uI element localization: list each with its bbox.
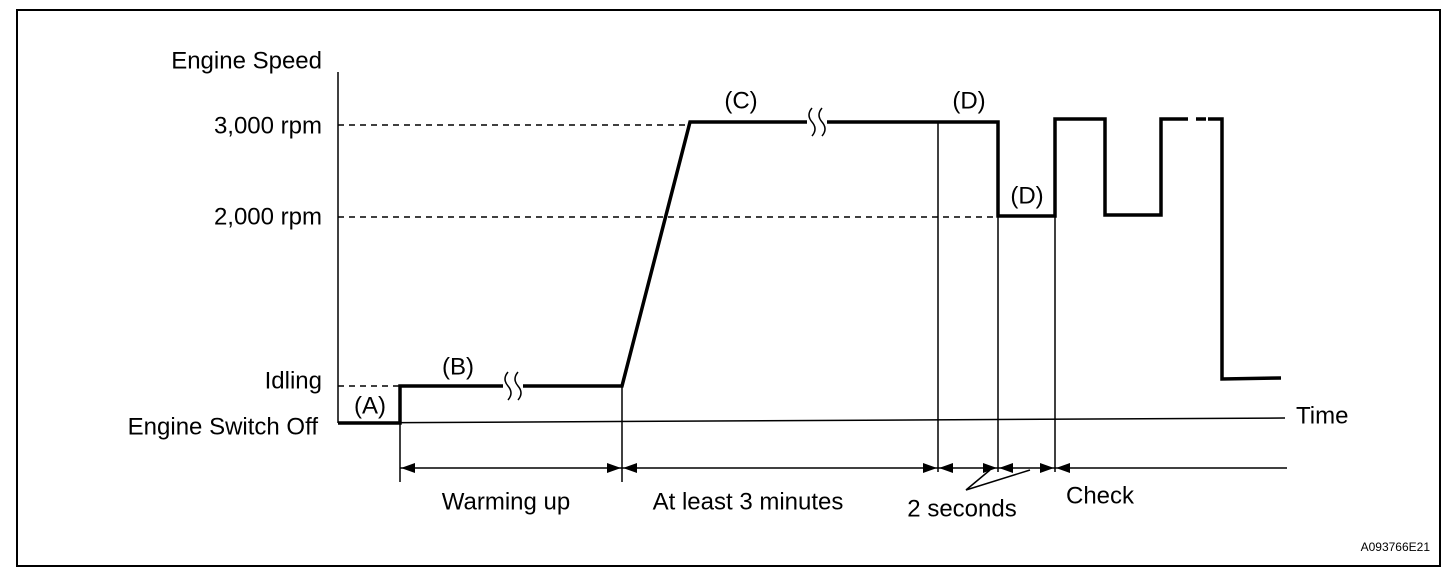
duration-label: Check: [1066, 482, 1135, 509]
speed-trace: [1208, 117, 1282, 381]
time-label: Time: [1296, 402, 1348, 429]
duration-label: Warming up: [442, 488, 570, 515]
phase-marker: (B): [442, 353, 474, 380]
arrowheads: [401, 463, 1070, 473]
level-label: 3,000 rpm: [214, 112, 322, 139]
level-label: 2,000 rpm: [214, 203, 322, 230]
phase-marker: (A): [354, 392, 386, 419]
duration-label: 2 seconds: [907, 495, 1016, 522]
pointer: [965, 469, 1031, 491]
figure-id: A093766E21: [1361, 540, 1431, 554]
frame: [16, 9, 1441, 567]
phase-marker: (D): [1010, 182, 1043, 209]
speed-trace: [338, 117, 1178, 425]
level-label: Idling: [265, 367, 322, 394]
time-axis: [337, 417, 1286, 424]
level-label: Engine Switch Off: [128, 413, 319, 440]
axis-title: Engine Speed: [171, 47, 322, 74]
break-symbol: [808, 107, 826, 137]
phase-marker: (D): [952, 87, 985, 114]
break-symbol: [504, 371, 522, 401]
phase-marker: (C): [724, 87, 757, 114]
break-gap: [807, 116, 827, 128]
break-gap: [503, 380, 523, 392]
duration-label: At least 3 minutes: [653, 488, 844, 515]
